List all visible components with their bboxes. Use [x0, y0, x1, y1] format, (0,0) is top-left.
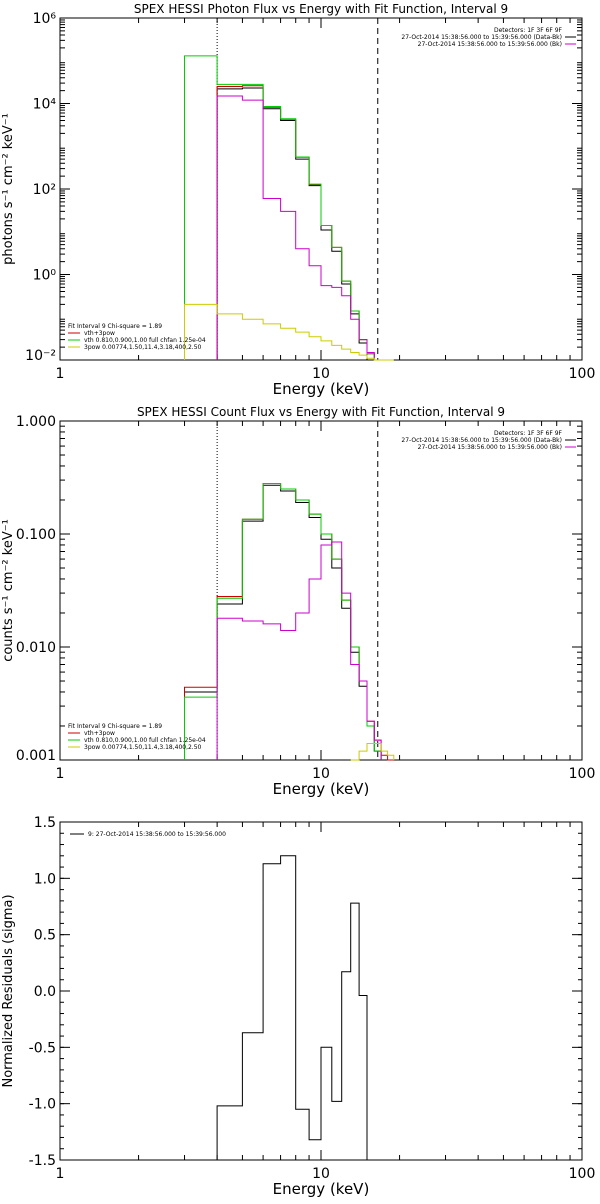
y-tick-label-0: 10²	[33, 182, 56, 198]
series-line-1-4	[350, 743, 395, 761]
legend-entry-0: Detectors: 1F 3F 6F 9F	[494, 27, 563, 34]
legend-entry-0: vth+3pow	[84, 330, 115, 337]
x-tick-label-1: 10	[312, 766, 330, 782]
y-tick-label-2: 0.0	[34, 984, 56, 1000]
legend-entry-0: 27-Oct-2014 15:38:56.000 to 15:39:56.000…	[401, 34, 562, 41]
x-tick-label-0: 10	[312, 366, 330, 382]
x-axis-label-2: Energy (keV)	[273, 1180, 370, 1198]
series-line-1-3	[216, 541, 382, 760]
y-tick-label-1: 1.000	[16, 414, 56, 430]
x-tick-label-1: 100	[569, 766, 596, 782]
series-line-0-0	[216, 87, 368, 360]
y-tick-label-1: 0.001	[16, 748, 56, 764]
series-line-1-0	[184, 484, 382, 760]
series-line-2-0	[216, 855, 368, 1160]
legend-entry-1: 3pow 0.00774,1.50,11.4,3.18,400,2.50	[84, 744, 202, 751]
x-tick-label-0: 100	[569, 366, 596, 382]
legend-entry-0: 3pow 0.00774,1.50,11.4,3.18,400,2.50	[84, 344, 202, 351]
y-axis-label-0: photons s⁻¹ cm⁻² keV⁻¹	[1, 113, 16, 265]
y-tick-label-2: 0.5	[34, 928, 56, 944]
legend-entry-1: Fit Interval 9 Chi-square = 1.89	[68, 723, 162, 730]
x-tick-label-0: 1	[56, 366, 65, 382]
y-tick-label-0: 10⁴	[33, 97, 57, 113]
series-line-1-2	[184, 483, 382, 760]
y-tick-label-2: 1.0	[34, 871, 56, 887]
legend-entry-0: vth 0.810,0.900,1.00 full chfan 1.25e-04	[84, 337, 206, 344]
legend-entry-2: 9: 27-Oct-2014 15:38:56.000 to 15:39:56.…	[88, 831, 226, 838]
y-tick-label-2: -1.0	[29, 1097, 56, 1113]
y-axis-label-1: counts s⁻¹ cm⁻² keV⁻¹	[1, 519, 16, 662]
chart-title-0: SPEX HESSI Photon Flux vs Energy with Fi…	[134, 2, 508, 16]
legend-entry-1: vth 0.810,0.900,1.00 full chfan 1.25e-04	[84, 737, 206, 744]
x-tick-label-2: 1	[56, 1166, 65, 1182]
legend-entry-1: 27-Oct-2014 15:38:56.000 to 15:39:56.000…	[401, 437, 562, 444]
y-tick-label-2: -0.5	[29, 1040, 56, 1056]
chart-title-1: SPEX HESSI Count Flux vs Energy with Fit…	[137, 405, 505, 419]
y-tick-label-0: 10⁻²	[25, 348, 56, 364]
y-tick-label-2: 1.5	[34, 815, 56, 831]
plot-frame-1	[59, 420, 583, 761]
series-line-0-4	[184, 303, 394, 361]
legend-entry-0: 27-Oct-2014 15:38:56.000 to 15:39:56.000…	[418, 41, 562, 48]
x-axis-label-1: Energy (keV)	[273, 780, 370, 798]
x-tick-label-1: 1	[56, 766, 65, 782]
x-axis-label-0: Energy (keV)	[273, 380, 370, 398]
legend-entry-1: vth+3pow	[84, 730, 115, 737]
x-tick-label-2: 100	[569, 1166, 596, 1182]
series-line-1-1	[184, 483, 394, 761]
y-tick-label-2: -1.5	[29, 1153, 56, 1169]
legend-entry-0: Fit Interval 9 Chi-square = 1.89	[68, 323, 162, 330]
y-tick-label-1: 0.100	[16, 527, 56, 543]
legend-entry-1: Detectors: 1F 3F 6F 9F	[494, 430, 563, 437]
y-tick-label-0: 10⁶	[33, 11, 57, 27]
y-axis-label-2: Normalized Residuals (sigma)	[1, 894, 16, 1087]
series-line-0-3	[216, 95, 375, 360]
y-tick-label-1: 0.010	[16, 640, 56, 656]
y-tick-label-0: 10⁰	[33, 268, 57, 284]
x-tick-label-2: 10	[312, 1166, 330, 1182]
legend-entry-1: 27-Oct-2014 15:38:56.000 to 15:39:56.000…	[418, 444, 562, 451]
